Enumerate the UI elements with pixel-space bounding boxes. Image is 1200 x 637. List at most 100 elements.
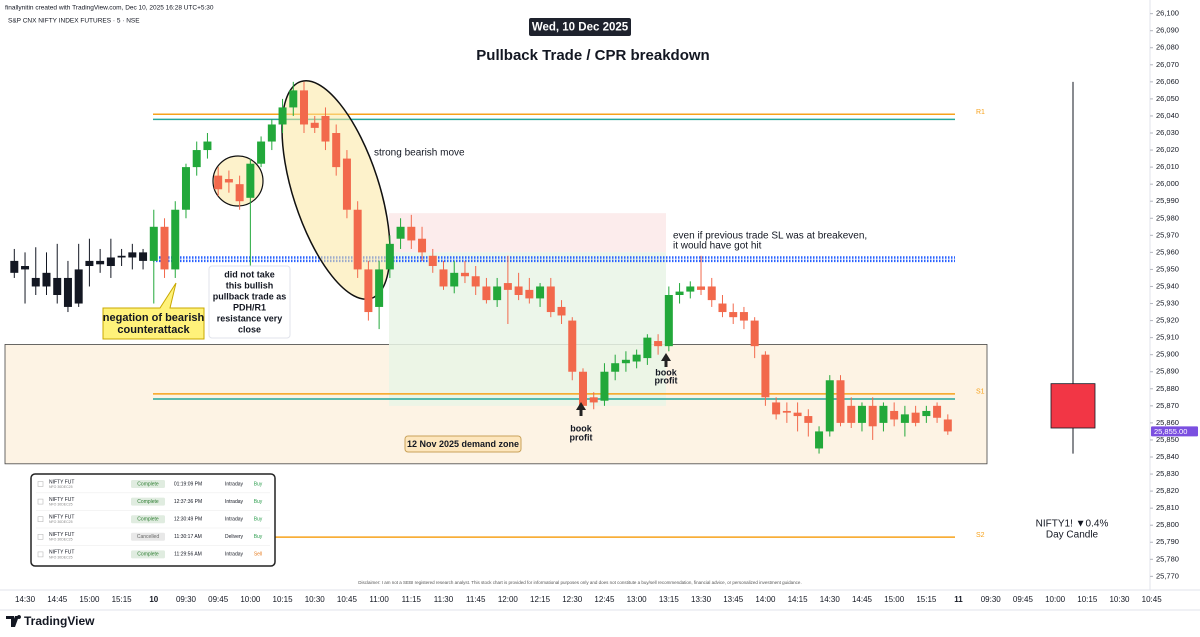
y-tick-label: 25,770 bbox=[1156, 571, 1179, 580]
candle-body bbox=[750, 320, 759, 347]
annotation: did not take bbox=[224, 269, 275, 279]
y-tick-label: 25,830 bbox=[1156, 469, 1179, 478]
annotation: PDH/R1 bbox=[233, 302, 266, 312]
x-tick-label: 15:00 bbox=[884, 595, 905, 604]
candles bbox=[10, 81, 1096, 454]
candle-body bbox=[385, 243, 394, 270]
arrow bbox=[661, 353, 671, 367]
candle-body bbox=[192, 150, 201, 168]
candle-body bbox=[482, 286, 491, 301]
candle-body bbox=[578, 371, 587, 406]
order-time: 12:37:36 PM bbox=[174, 499, 202, 505]
x-tick-label: 14:00 bbox=[755, 595, 776, 604]
y-tick-label: 25,930 bbox=[1156, 299, 1179, 308]
checkbox bbox=[37, 516, 44, 523]
y-tick-label: 26,080 bbox=[1156, 43, 1179, 52]
x-tick-label: 10:45 bbox=[337, 595, 358, 604]
symbol: S&P CNX NIFTY INDEX FUTURES · 5 · NSE bbox=[8, 18, 140, 25]
candle-body bbox=[600, 371, 609, 401]
candle-body bbox=[718, 303, 727, 313]
candle-body bbox=[300, 90, 309, 125]
y-tick-label: 25,860 bbox=[1156, 418, 1179, 427]
x-tick-label: 10:15 bbox=[273, 595, 294, 604]
x-tick-label: 13:45 bbox=[723, 595, 744, 604]
x-tick-label: 10:30 bbox=[305, 595, 326, 604]
annotation: even if previous trade SL was at breakev… bbox=[673, 231, 867, 242]
order-status: Complete bbox=[137, 481, 159, 487]
x-tick-label: 11:15 bbox=[402, 595, 422, 604]
candle-body bbox=[729, 312, 738, 318]
candle-body bbox=[128, 252, 137, 258]
x-tick-label: 11:45 bbox=[466, 595, 486, 604]
y-tick-label: 26,040 bbox=[1156, 111, 1179, 120]
candle-body bbox=[868, 405, 877, 427]
candle-body bbox=[149, 226, 158, 261]
callout-box bbox=[102, 282, 205, 340]
disclaimer: Disclaimer: I am not a SEBI registered r… bbox=[358, 580, 801, 585]
y-tick-label: 25,900 bbox=[1156, 350, 1179, 359]
annotation: book bbox=[570, 423, 592, 433]
annotation: pullback trade as bbox=[213, 291, 287, 301]
candle-body bbox=[364, 269, 373, 313]
level-label: S1 bbox=[976, 389, 985, 396]
order-product: Delivery bbox=[225, 534, 244, 540]
candle-body bbox=[900, 414, 909, 423]
candle-body bbox=[589, 397, 598, 403]
candle-body bbox=[664, 295, 673, 347]
candle-body bbox=[686, 286, 695, 292]
order-instrument: NIFTY FUT bbox=[49, 479, 74, 485]
x-tick-label: 09:45 bbox=[1013, 595, 1034, 604]
orders: NIFTY FUT NFO 30DEC25 Complete 01:19:09 PM I… bbox=[36, 479, 270, 559]
annotation: close bbox=[238, 324, 261, 334]
zone bbox=[389, 213, 666, 253]
candle-body bbox=[675, 291, 684, 295]
annotation: book bbox=[655, 367, 677, 377]
candle-body bbox=[536, 286, 545, 299]
candle-body bbox=[793, 412, 802, 417]
x-tick-label: 09:45 bbox=[208, 595, 229, 604]
y-tick-label: 25,840 bbox=[1156, 452, 1179, 461]
x-tick-label: 12:30 bbox=[562, 595, 583, 604]
checkbox bbox=[37, 498, 44, 505]
annotation: this bullish bbox=[226, 280, 274, 290]
order-instrument: NIFTY FUT bbox=[49, 497, 74, 503]
y-tick-label: 25,970 bbox=[1156, 230, 1179, 239]
order-instrument: NIFTY FUT bbox=[49, 532, 74, 538]
candle-body bbox=[621, 359, 630, 364]
candle-body bbox=[139, 252, 148, 261]
brand: TradingView bbox=[24, 614, 95, 628]
order-expiry: NFO 30DEC25 bbox=[49, 555, 73, 559]
order-side: Buy bbox=[254, 517, 263, 523]
candle-body bbox=[321, 115, 330, 142]
order-product: Intraday bbox=[225, 481, 244, 487]
y-tick-label: 25,870 bbox=[1156, 401, 1179, 410]
x-tick-label: 12:00 bbox=[498, 595, 519, 604]
y-tick-label: 26,000 bbox=[1156, 179, 1179, 188]
order-time: 01:19:09 PM bbox=[174, 481, 202, 487]
annotation: profit bbox=[655, 375, 678, 385]
x-tick-label: 11:00 bbox=[369, 595, 389, 604]
candle-body bbox=[106, 257, 115, 267]
y-tick-label: 25,810 bbox=[1156, 503, 1179, 512]
zone-label: 12 Nov 2025 demand zone bbox=[407, 439, 519, 449]
y-tick-label: 25,890 bbox=[1156, 367, 1179, 376]
candle-body bbox=[525, 289, 534, 299]
candle-body bbox=[289, 90, 298, 108]
status-pill bbox=[131, 497, 165, 506]
checkbox bbox=[37, 533, 44, 540]
order-time: 12:30:49 PM bbox=[174, 517, 202, 523]
x-tick-label: 11 bbox=[954, 595, 963, 604]
x-tick-label: 14:30 bbox=[15, 595, 36, 604]
candle-body bbox=[654, 341, 663, 347]
candle-body bbox=[235, 184, 244, 202]
candle-body bbox=[85, 260, 94, 267]
x-tick-label: 14:15 bbox=[788, 595, 809, 604]
candle-body bbox=[782, 410, 791, 413]
axes: 26,100 26,090 26,080 26,070 26,060 26,050 26,0… bbox=[0, 0, 1200, 604]
author-line: finallynitin created with TradingView.co… bbox=[5, 5, 214, 12]
candle-body bbox=[10, 260, 19, 273]
y-tick-label: 26,030 bbox=[1156, 128, 1179, 137]
order-status: Complete bbox=[137, 499, 159, 505]
candle-body bbox=[857, 405, 866, 423]
